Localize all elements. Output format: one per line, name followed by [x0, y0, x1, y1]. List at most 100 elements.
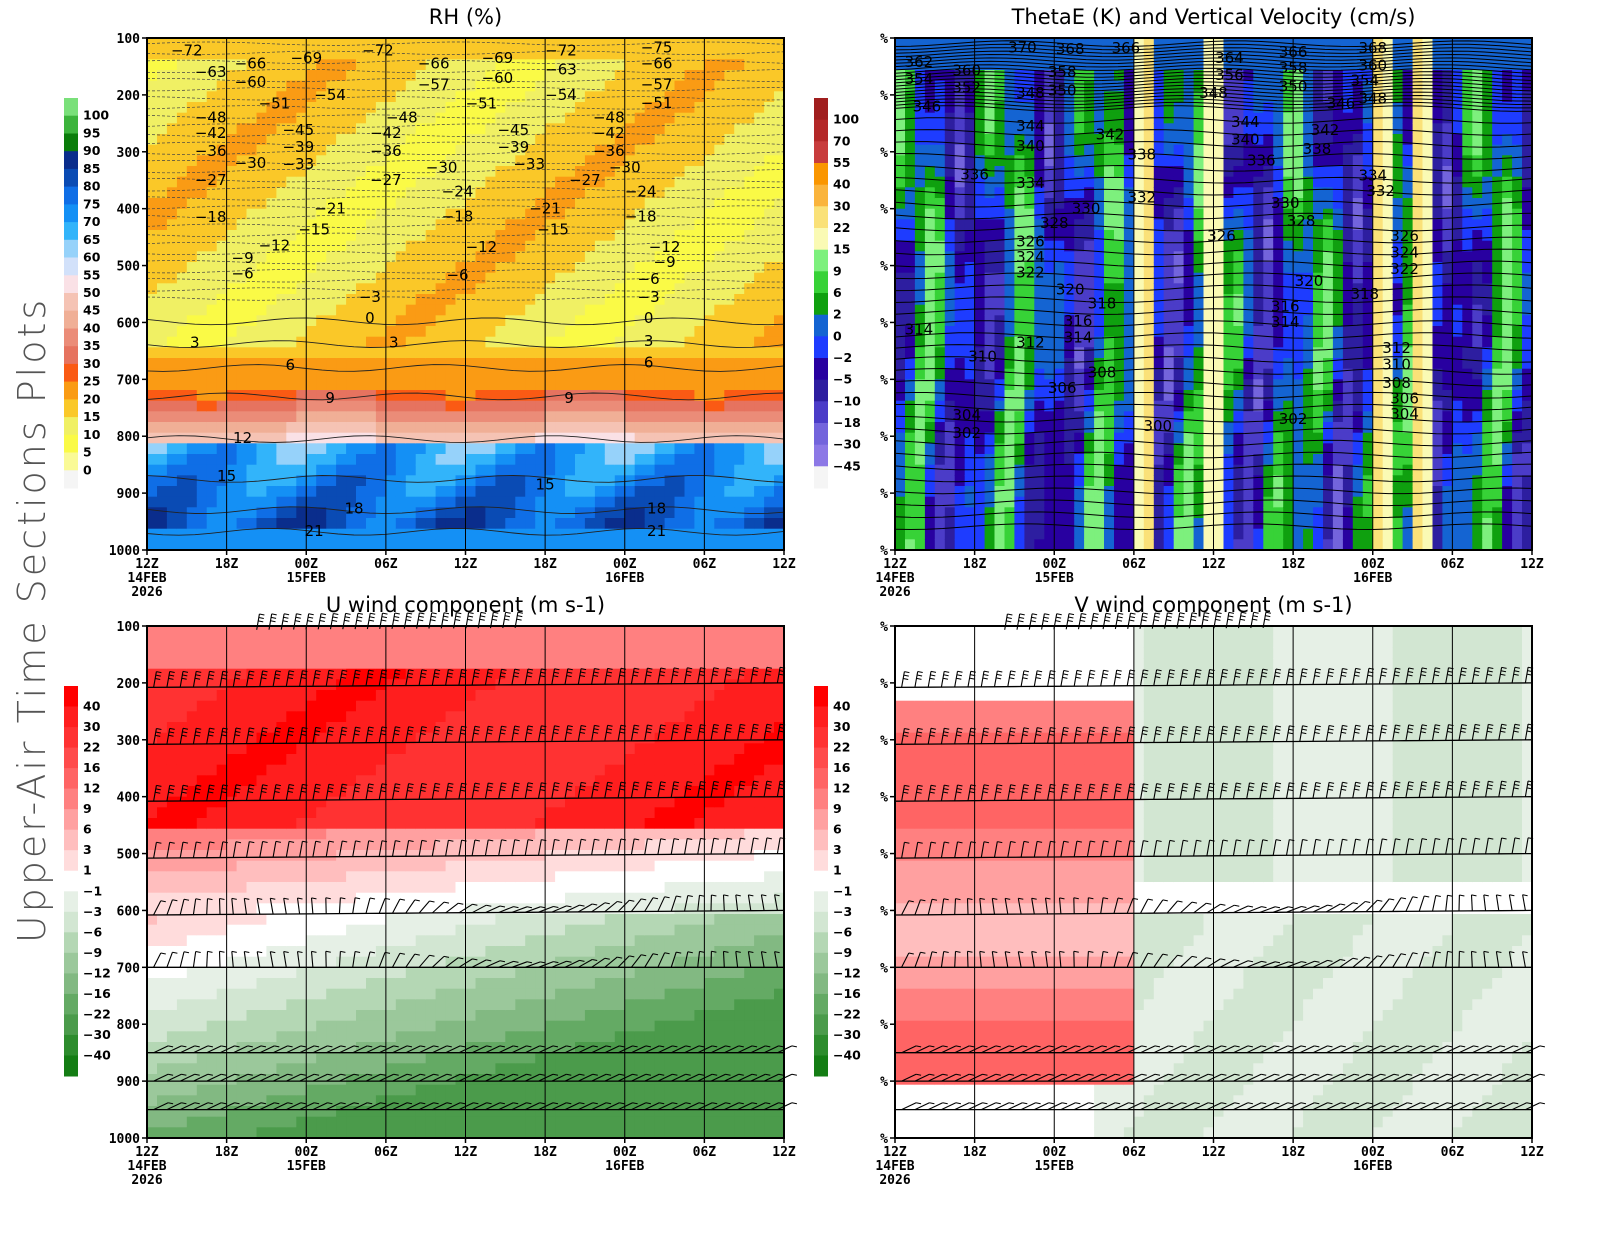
field-cell [744, 454, 755, 466]
contour-label: −18 [625, 208, 657, 226]
field-cell [505, 80, 516, 92]
field-cell [1114, 70, 1125, 82]
field-cell [1153, 315, 1165, 327]
field-cell [555, 336, 566, 348]
field-cell [306, 198, 317, 210]
field-cell [565, 251, 576, 263]
field-cell [684, 48, 696, 60]
field-cell [895, 134, 906, 146]
field-cell [714, 518, 725, 530]
field-cell [356, 507, 367, 519]
field-cell [954, 368, 966, 380]
field-cell [764, 70, 775, 82]
field-cell [455, 358, 467, 370]
field-cell [157, 48, 168, 60]
field-cell [485, 304, 496, 316]
field-cell [455, 251, 467, 263]
field-cell [266, 208, 277, 220]
field-cell [704, 496, 715, 508]
field-cell [754, 443, 765, 455]
field-cell [535, 102, 546, 114]
field-cell [744, 507, 755, 519]
field-cell [1044, 230, 1055, 242]
field-cell [565, 144, 576, 156]
field-cell [415, 304, 427, 316]
contour-label: −63 [195, 63, 227, 81]
field-cell [924, 283, 936, 295]
field-cell [366, 326, 377, 338]
field-cell [734, 272, 745, 284]
field-cell [654, 464, 666, 476]
field-cell [495, 368, 506, 380]
field-cell [316, 443, 327, 455]
field-cell [1183, 272, 1195, 284]
field-cell [535, 464, 546, 476]
field-cell [545, 219, 556, 231]
field-cell [166, 400, 178, 412]
field-cell [674, 400, 686, 412]
field-cell [1024, 411, 1035, 423]
field-cell [405, 230, 417, 242]
field-cell [535, 432, 546, 444]
field-cell [405, 240, 417, 252]
field-cell [1133, 48, 1145, 60]
field-cell [366, 486, 377, 498]
field-cell [664, 198, 676, 210]
field-cell [555, 38, 566, 50]
field-cell [594, 144, 606, 156]
field-cell [1114, 326, 1125, 338]
field-cell [316, 155, 327, 167]
field-cell [895, 240, 906, 252]
field-cell [425, 176, 437, 188]
field-cell [196, 539, 208, 550]
field-cell [545, 294, 556, 306]
field-cell [196, 38, 208, 50]
field-cell [545, 134, 556, 146]
field-cell [415, 230, 427, 242]
field-cell [764, 315, 775, 327]
field-cell [1143, 219, 1155, 231]
field-cell [654, 326, 666, 338]
field-cell [356, 208, 367, 220]
field-cell [346, 80, 357, 92]
field-cell [206, 496, 218, 508]
field-cell [984, 208, 996, 220]
field-cell [395, 187, 407, 199]
field-cell [336, 134, 347, 146]
field-cell [1233, 390, 1244, 402]
field-cell [1233, 411, 1244, 423]
field-cell [1233, 443, 1244, 455]
field-cell [495, 283, 506, 295]
field-cell [405, 432, 417, 444]
field-cell [326, 368, 337, 380]
field-cell [346, 475, 357, 487]
field-cell [1123, 326, 1135, 338]
field-cell [435, 102, 447, 114]
field-cell [1173, 379, 1185, 391]
field-cell [326, 379, 337, 391]
field-cell [226, 379, 238, 391]
field-cell [1024, 208, 1035, 220]
field-cell [1133, 219, 1145, 231]
field-cell [895, 411, 906, 423]
field-cell [914, 262, 926, 274]
field-cell [644, 48, 656, 60]
field-cell [415, 379, 427, 391]
field-cell [186, 518, 198, 530]
field-cell [1084, 518, 1095, 530]
field-cell [1153, 390, 1165, 402]
field-cell [256, 38, 268, 50]
field-cell [1203, 102, 1215, 114]
field-cell [654, 48, 666, 60]
field-cell [306, 176, 317, 188]
field-cell [724, 326, 735, 338]
field-cell [754, 262, 765, 274]
field-cell [914, 379, 926, 391]
field-cell [1064, 240, 1075, 252]
field-cell [694, 336, 705, 348]
field-cell [157, 198, 168, 210]
field-cell [764, 443, 775, 455]
field-cell [1173, 326, 1185, 338]
field-cell [246, 528, 258, 540]
field-cell [555, 379, 566, 391]
